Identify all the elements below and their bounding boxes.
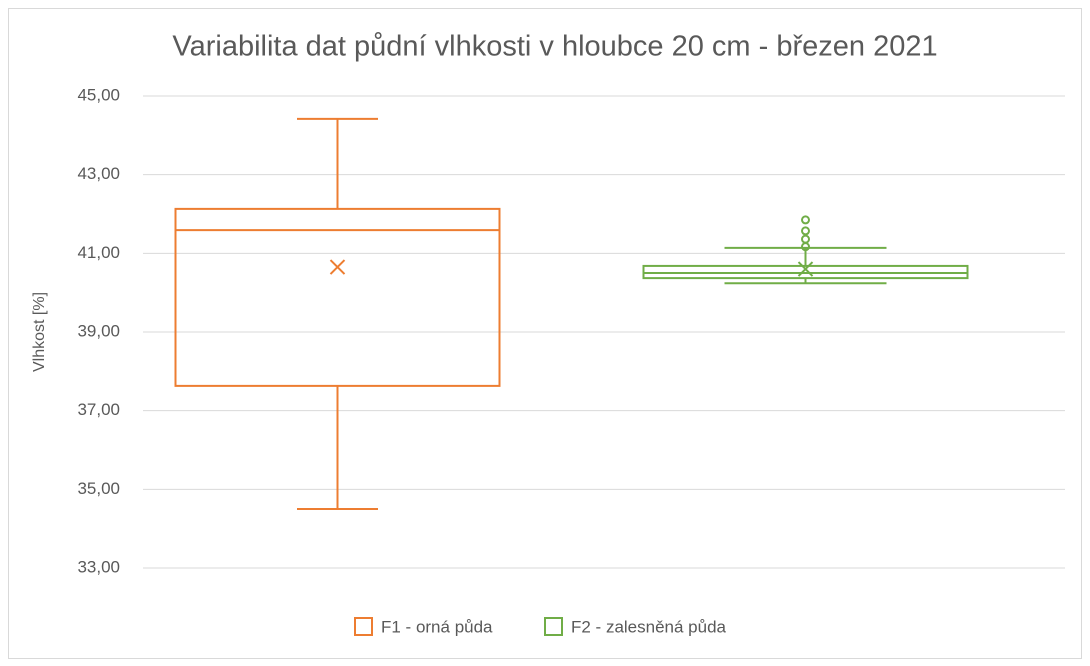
box (174, 207, 501, 387)
y-axis-label: Vlhkost [%] (31, 292, 48, 372)
outlier (801, 242, 810, 252)
chart-frame (8, 8, 1082, 659)
legend-label: F1 - orná půda (381, 617, 493, 636)
chart-title: Variabilita dat půdní vlhkosti v hloubce… (172, 31, 937, 63)
y-tick-label: 41,00 (77, 243, 120, 262)
y-tick-label: 43,00 (77, 164, 120, 183)
y-tick-label: 33,00 (77, 557, 120, 576)
y-tick-label: 37,00 (77, 400, 120, 419)
mean-marker (329, 259, 346, 275)
outlier (801, 226, 810, 236)
y-tick-label: 39,00 (77, 321, 120, 340)
y-tick-label: 35,00 (77, 479, 120, 498)
legend-swatch (544, 617, 563, 636)
mean-marker (797, 261, 814, 277)
legend-swatch (354, 617, 373, 636)
legend-label: F2 - zalesněná půda (571, 617, 727, 636)
outlier (801, 215, 810, 225)
y-tick-label: 45,00 (77, 85, 120, 104)
